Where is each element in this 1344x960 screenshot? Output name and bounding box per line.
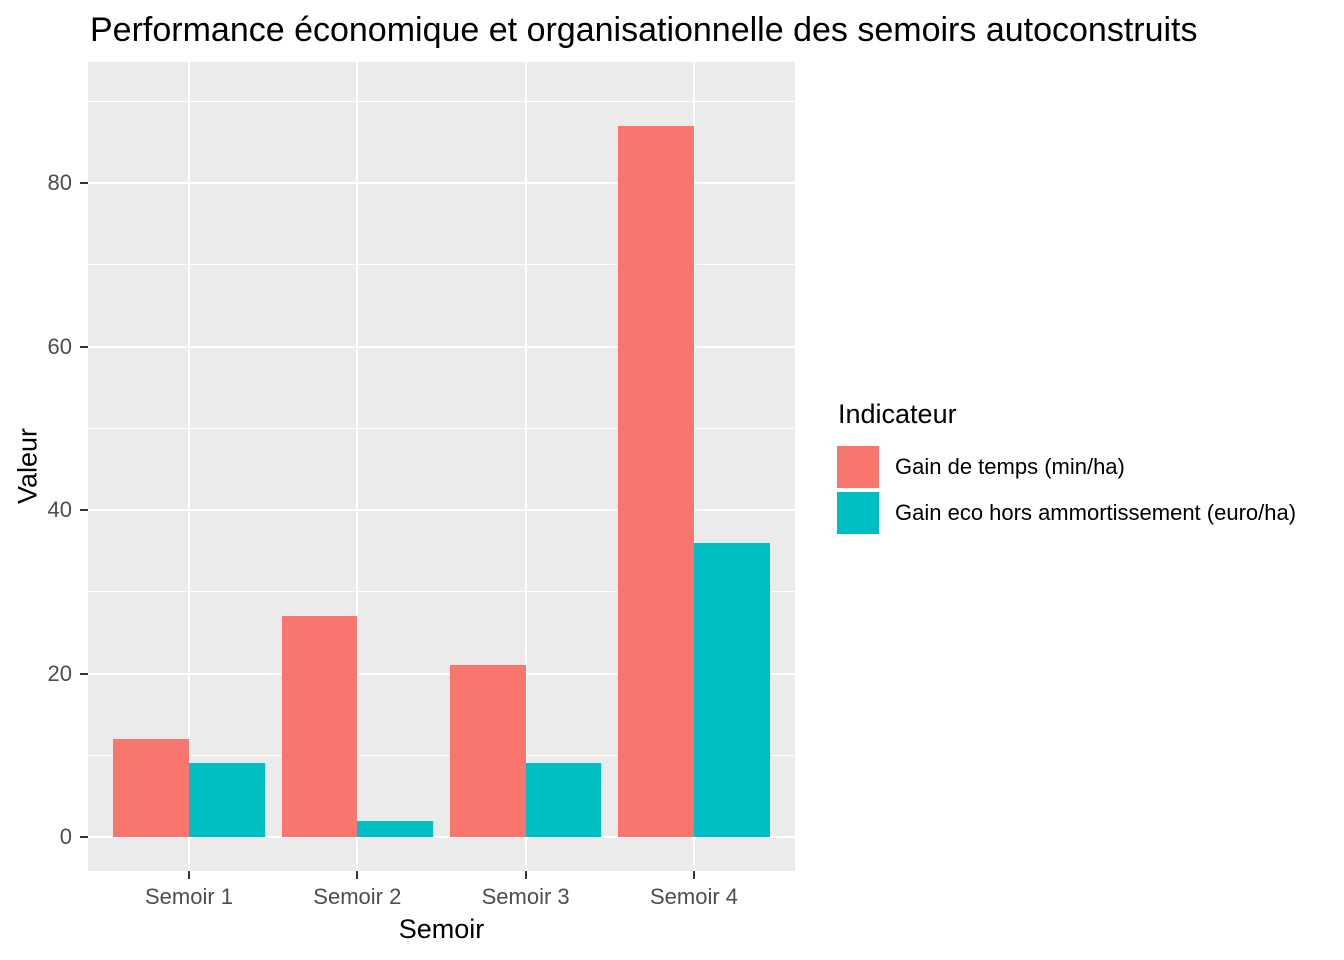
legend-label-gain-de-temps-min-ha: Gain de temps (min/ha) xyxy=(895,454,1125,479)
x-tick-mark-semoir-2 xyxy=(356,871,359,879)
gridline-y-minor-70 xyxy=(88,264,795,266)
x-tick-mark-semoir-1 xyxy=(188,871,190,879)
bar-semoir-3-gain-de-temps-min-ha xyxy=(449,665,526,837)
gridline-y-major-40 xyxy=(88,509,795,511)
y-tick-mark-40 xyxy=(80,509,88,511)
bar-semoir-2-gain-eco-hors-ammortissement-euro-ha xyxy=(357,820,434,837)
bar-semoir-4-gain-de-temps-min-ha xyxy=(618,125,694,837)
y-tick-label-40: 40 xyxy=(47,497,72,522)
bar-semoir-1-gain-de-temps-min-ha xyxy=(113,738,189,837)
y-tick-label-20: 20 xyxy=(47,660,72,686)
gridline-y-minor-50 xyxy=(88,427,795,429)
x-tick-label-semoir-4: Semoir 4 xyxy=(649,884,739,909)
chart-title: Performance économique et organisationne… xyxy=(90,11,1198,49)
gridline-y-minor-10 xyxy=(88,754,795,756)
legend: Indicateur Gain de temps (min/ha) Gain ec… xyxy=(837,399,1296,538)
legend-title: Indicateur xyxy=(838,399,957,429)
bar-semoir-3-gain-eco-hors-ammortissement-euro-ha xyxy=(525,763,602,837)
gridline-y-major-0 xyxy=(88,836,795,838)
legend-label-gain-eco-hors-ammortissement-euro-ha: Gain eco hors ammortissement (euro/ha) xyxy=(895,500,1297,525)
bar-semoir-1-gain-eco-hors-ammortissement-euro-ha xyxy=(189,763,265,837)
gridline-y-minor-30 xyxy=(88,591,795,593)
legend-item-gain-eco-hors-ammortissement-euro-ha: Gain eco hors ammortissement (euro/ha) xyxy=(837,492,1296,534)
x-axis-title: Semoir xyxy=(398,914,485,944)
y-axis-title: Valeur xyxy=(12,427,43,505)
y-tick-label-60: 60 xyxy=(47,333,72,359)
y-tick-label-0: 0 xyxy=(59,824,72,849)
gridline-y-minor-90 xyxy=(88,100,795,102)
x-tick-label-semoir-1: Semoir 1 xyxy=(144,884,234,909)
legend-key-gain-eco-hors-ammortissement-euro-ha-swatch xyxy=(837,492,879,534)
x-tick-label-semoir-2: Semoir 2 xyxy=(313,884,402,909)
y-tick-mark-60 xyxy=(80,345,88,348)
gridline-y-major-60 xyxy=(88,345,795,348)
bar-semoir-2-gain-de-temps-min-ha xyxy=(281,616,358,837)
gridline-x-semoir-3 xyxy=(524,62,527,871)
gridline-x-semoir-4 xyxy=(693,62,695,871)
legend-key-gain-de-temps-min-ha-swatch xyxy=(837,446,879,488)
gridline-x-semoir-1 xyxy=(188,62,190,871)
y-tick-mark-0 xyxy=(80,836,88,838)
legend-items: Gain de temps (min/ha) Gain eco hors ammo… xyxy=(837,446,1296,534)
gridline-x-semoir-2 xyxy=(356,62,359,871)
y-tick-label-80: 80 xyxy=(47,170,72,195)
y-tick-mark-80 xyxy=(80,182,88,184)
plot-panel xyxy=(88,62,795,871)
y-tick-mark-20 xyxy=(80,672,88,675)
x-tick-label-semoir-3: Semoir 3 xyxy=(481,884,570,909)
x-tick-mark-semoir-3 xyxy=(524,871,527,879)
bar-semoir-4-gain-eco-hors-ammortissement-euro-ha xyxy=(694,542,770,837)
x-tick-mark-semoir-4 xyxy=(693,871,695,879)
gridline-y-major-20 xyxy=(88,672,795,675)
legend-item-gain-de-temps-min-ha: Gain de temps (min/ha) xyxy=(837,446,1296,488)
gridline-y-major-80 xyxy=(88,182,795,184)
